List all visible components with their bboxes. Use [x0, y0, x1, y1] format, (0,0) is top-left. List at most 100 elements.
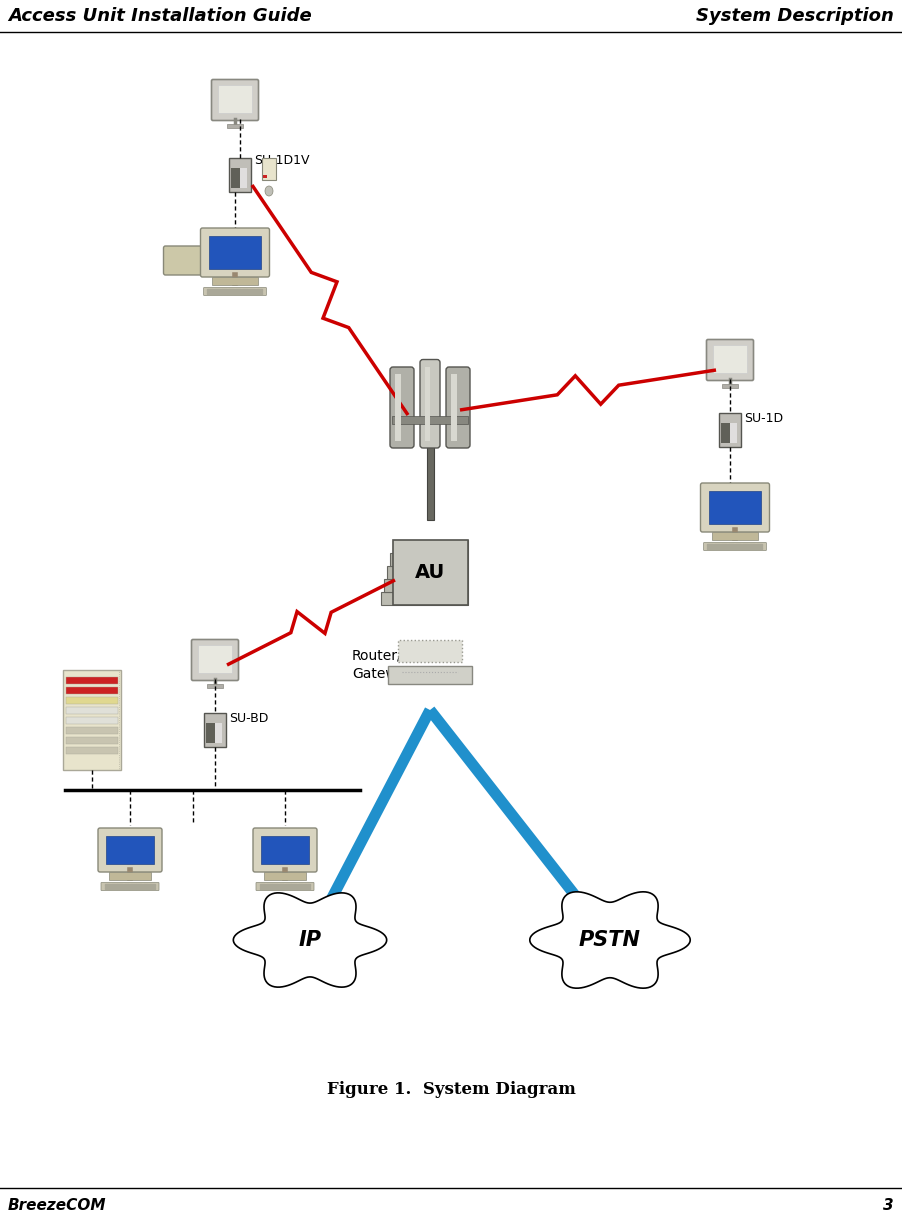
Text: SU-1D1V: SU-1D1V: [254, 154, 309, 167]
Bar: [66, 747, 118, 755]
Bar: [136, 884, 142, 886]
Bar: [707, 547, 713, 549]
Bar: [262, 158, 276, 180]
Bar: [227, 124, 243, 128]
Bar: [714, 547, 721, 549]
Bar: [212, 277, 258, 285]
Text: IP: IP: [299, 930, 321, 950]
Bar: [730, 423, 737, 442]
Bar: [66, 717, 118, 724]
Bar: [105, 884, 110, 886]
Bar: [149, 887, 155, 889]
Bar: [242, 289, 248, 291]
Bar: [714, 544, 721, 546]
Bar: [291, 884, 297, 886]
Text: Access Unit Installation Guide: Access Unit Installation Guide: [8, 7, 312, 26]
Polygon shape: [234, 892, 387, 987]
Ellipse shape: [265, 187, 273, 196]
FancyBboxPatch shape: [392, 540, 467, 553]
Bar: [111, 884, 116, 886]
Bar: [106, 835, 154, 864]
Bar: [136, 887, 142, 889]
FancyBboxPatch shape: [211, 79, 259, 121]
Bar: [111, 887, 116, 889]
FancyBboxPatch shape: [390, 553, 467, 566]
Bar: [728, 544, 734, 546]
Bar: [721, 547, 727, 549]
Bar: [298, 884, 303, 886]
FancyBboxPatch shape: [204, 713, 226, 747]
Bar: [261, 835, 309, 864]
FancyBboxPatch shape: [191, 640, 238, 680]
Bar: [285, 887, 290, 889]
Bar: [124, 884, 129, 886]
Bar: [66, 688, 118, 694]
Text: Figure 1.  System Diagram: Figure 1. System Diagram: [327, 1081, 575, 1098]
Bar: [143, 887, 149, 889]
Bar: [221, 289, 227, 291]
Bar: [235, 289, 241, 291]
Bar: [143, 884, 149, 886]
Bar: [231, 167, 241, 188]
Bar: [749, 547, 755, 549]
Bar: [207, 293, 213, 294]
Text: AU: AU: [415, 563, 445, 581]
Bar: [707, 544, 713, 546]
Bar: [279, 884, 284, 886]
Text: 3: 3: [883, 1198, 894, 1213]
FancyBboxPatch shape: [420, 360, 440, 449]
FancyBboxPatch shape: [704, 542, 767, 551]
Bar: [304, 887, 309, 889]
Bar: [207, 289, 213, 291]
Bar: [66, 707, 118, 714]
Bar: [66, 677, 118, 684]
FancyBboxPatch shape: [398, 640, 462, 662]
FancyBboxPatch shape: [390, 367, 414, 449]
Bar: [221, 293, 227, 294]
FancyBboxPatch shape: [446, 367, 470, 449]
FancyBboxPatch shape: [392, 540, 467, 605]
Bar: [249, 289, 255, 291]
Bar: [266, 887, 272, 889]
Bar: [266, 884, 272, 886]
Bar: [215, 723, 222, 744]
Bar: [427, 360, 434, 521]
Bar: [207, 684, 223, 688]
FancyBboxPatch shape: [200, 228, 270, 277]
Bar: [66, 727, 118, 734]
Bar: [117, 887, 123, 889]
Bar: [130, 887, 135, 889]
Text: System Description: System Description: [696, 7, 894, 26]
Bar: [256, 293, 262, 294]
Bar: [117, 884, 123, 886]
FancyBboxPatch shape: [701, 483, 769, 531]
Bar: [279, 887, 284, 889]
Bar: [242, 293, 248, 294]
FancyBboxPatch shape: [386, 566, 467, 579]
FancyBboxPatch shape: [381, 592, 467, 605]
Bar: [713, 531, 758, 540]
Text: SU-1D: SU-1D: [744, 412, 783, 424]
Bar: [249, 293, 255, 294]
Bar: [149, 884, 155, 886]
FancyBboxPatch shape: [163, 246, 223, 275]
FancyBboxPatch shape: [98, 828, 162, 872]
Bar: [756, 544, 762, 546]
Bar: [285, 884, 290, 886]
Bar: [66, 737, 118, 744]
Bar: [291, 887, 297, 889]
Bar: [228, 289, 235, 291]
Bar: [425, 367, 430, 441]
Bar: [264, 872, 306, 880]
Bar: [735, 544, 741, 546]
Bar: [298, 887, 303, 889]
FancyBboxPatch shape: [388, 666, 472, 684]
Bar: [228, 293, 235, 294]
Bar: [756, 547, 762, 549]
Bar: [66, 697, 118, 705]
Bar: [256, 289, 262, 291]
FancyBboxPatch shape: [256, 883, 314, 891]
Bar: [105, 887, 110, 889]
Bar: [263, 176, 267, 178]
Bar: [709, 491, 761, 524]
